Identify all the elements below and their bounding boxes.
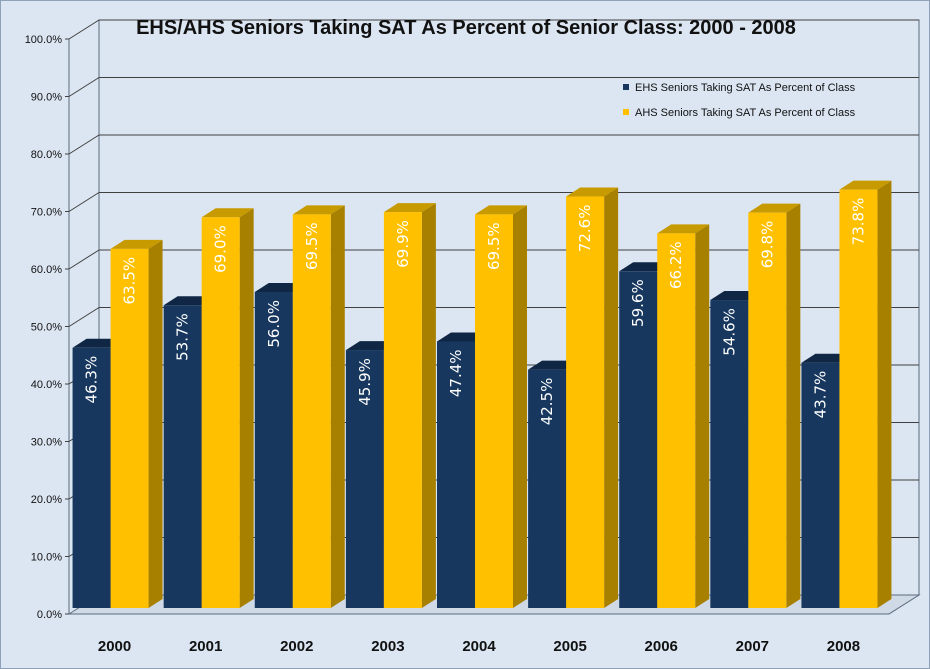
legend-swatch-ehs [623,84,629,90]
y-tick-label: 0.0% [37,609,62,621]
y-tick-label: 70.0% [31,207,62,219]
x-tick-label: 2007 [736,638,769,655]
bars [72,180,892,609]
bar-top [292,205,345,215]
data-label: 54.6% [720,308,738,356]
gridline-diagonal [68,307,100,327]
chart-title: EHS/AHS Seniors Taking SAT As Percent of… [136,17,796,39]
bar [437,341,475,608]
y-tick-label: 60.0% [31,264,62,276]
bar-side [604,187,619,609]
data-label: 46.3% [83,356,101,404]
bar-side [239,208,254,608]
bar [657,233,696,608]
y-tick-label: 90.0% [31,92,62,104]
x-tick-label: 2000 [98,638,131,655]
bar [475,214,513,608]
legend-swatch-ahs [623,109,629,115]
x-tick-label: 2001 [189,638,222,655]
data-label: 69.0% [212,225,230,273]
gridline-diagonal [68,77,100,97]
bar [345,350,384,608]
bar [163,305,202,608]
x-tick-label: 2004 [462,638,496,655]
bar-side [695,224,710,608]
bar-top [475,205,527,215]
bar [254,292,293,608]
y-tick-label: 20.0% [31,494,62,506]
y-tick-label: 100.0% [25,34,63,46]
bar [748,212,787,608]
x-tick-label: 2003 [371,638,404,655]
data-label: 69.9% [394,220,412,268]
data-label: 63.5% [121,257,139,305]
gridline-diagonal [68,249,100,270]
gridline-diagonal [68,19,100,40]
bar-side [786,203,801,608]
y-axis: 0.0% 10.0% 20.0% 30.0% 40.0% 50.0% 60.0% 70.0% 8… [25,34,69,621]
data-label: 53.7% [174,313,192,361]
bar [72,347,111,608]
bar [528,369,567,608]
legend: EHS Seniors Taking SAT As Percent of Cla… [623,82,856,119]
data-label: 73.8% [849,198,867,246]
x-axis: 2000 2001 2002 2003 2004 2005 2006 2007 2008 [98,638,860,655]
bar-side [513,205,527,608]
legend-label-ahs: AHS Seniors Taking SAT As Percent of Cla… [635,107,856,119]
data-label: 69.5% [485,222,503,270]
bar-side [877,180,892,608]
bar [710,300,749,608]
bar-top [839,180,892,190]
x-tick-label: 2008 [827,638,860,655]
data-label: 43.7% [811,371,829,419]
bar-top [383,203,436,213]
data-labels: 46.3% 63.5% 53.7% 69.0% 56.0% 69.5% 45.9% 69.9%… [83,198,868,426]
data-label: 72.6% [576,205,594,253]
data-label: 59.6% [629,279,647,327]
bar-side [330,205,345,608]
bar [201,217,240,608]
bar [383,212,422,608]
bar-top [566,187,619,197]
bar-top [201,208,254,218]
bar [292,214,331,608]
bar [619,271,658,608]
data-label: 45.9% [356,358,374,406]
data-label: 66.2% [667,241,685,289]
bar [110,248,149,608]
bar-top [748,203,801,213]
data-label: 69.5% [303,222,321,270]
bar [566,196,605,609]
x-tick-label: 2005 [553,638,586,655]
bar [839,189,878,608]
bar-top [657,224,710,234]
gridline-diagonal [68,134,100,155]
bar-side [421,203,436,608]
data-label: 69.8% [758,221,776,269]
x-tick-label: 2002 [280,638,313,655]
data-label: 42.5% [538,378,556,426]
data-label: 56.0% [265,300,283,348]
data-label: 47.4% [447,349,465,397]
bar-top [110,239,163,249]
bar [801,362,840,608]
y-tick-label: 40.0% [31,379,62,391]
y-tick-label: 50.0% [31,322,62,334]
y-tick-label: 10.0% [31,552,62,564]
bar-side [148,239,163,608]
legend-label-ehs: EHS Seniors Taking SAT As Percent of Cla… [635,82,856,94]
x-tick-label: 2006 [645,638,678,655]
y-tick-label: 30.0% [31,437,62,449]
y-tick-label: 80.0% [31,149,62,161]
gridline-diagonal [68,192,100,212]
